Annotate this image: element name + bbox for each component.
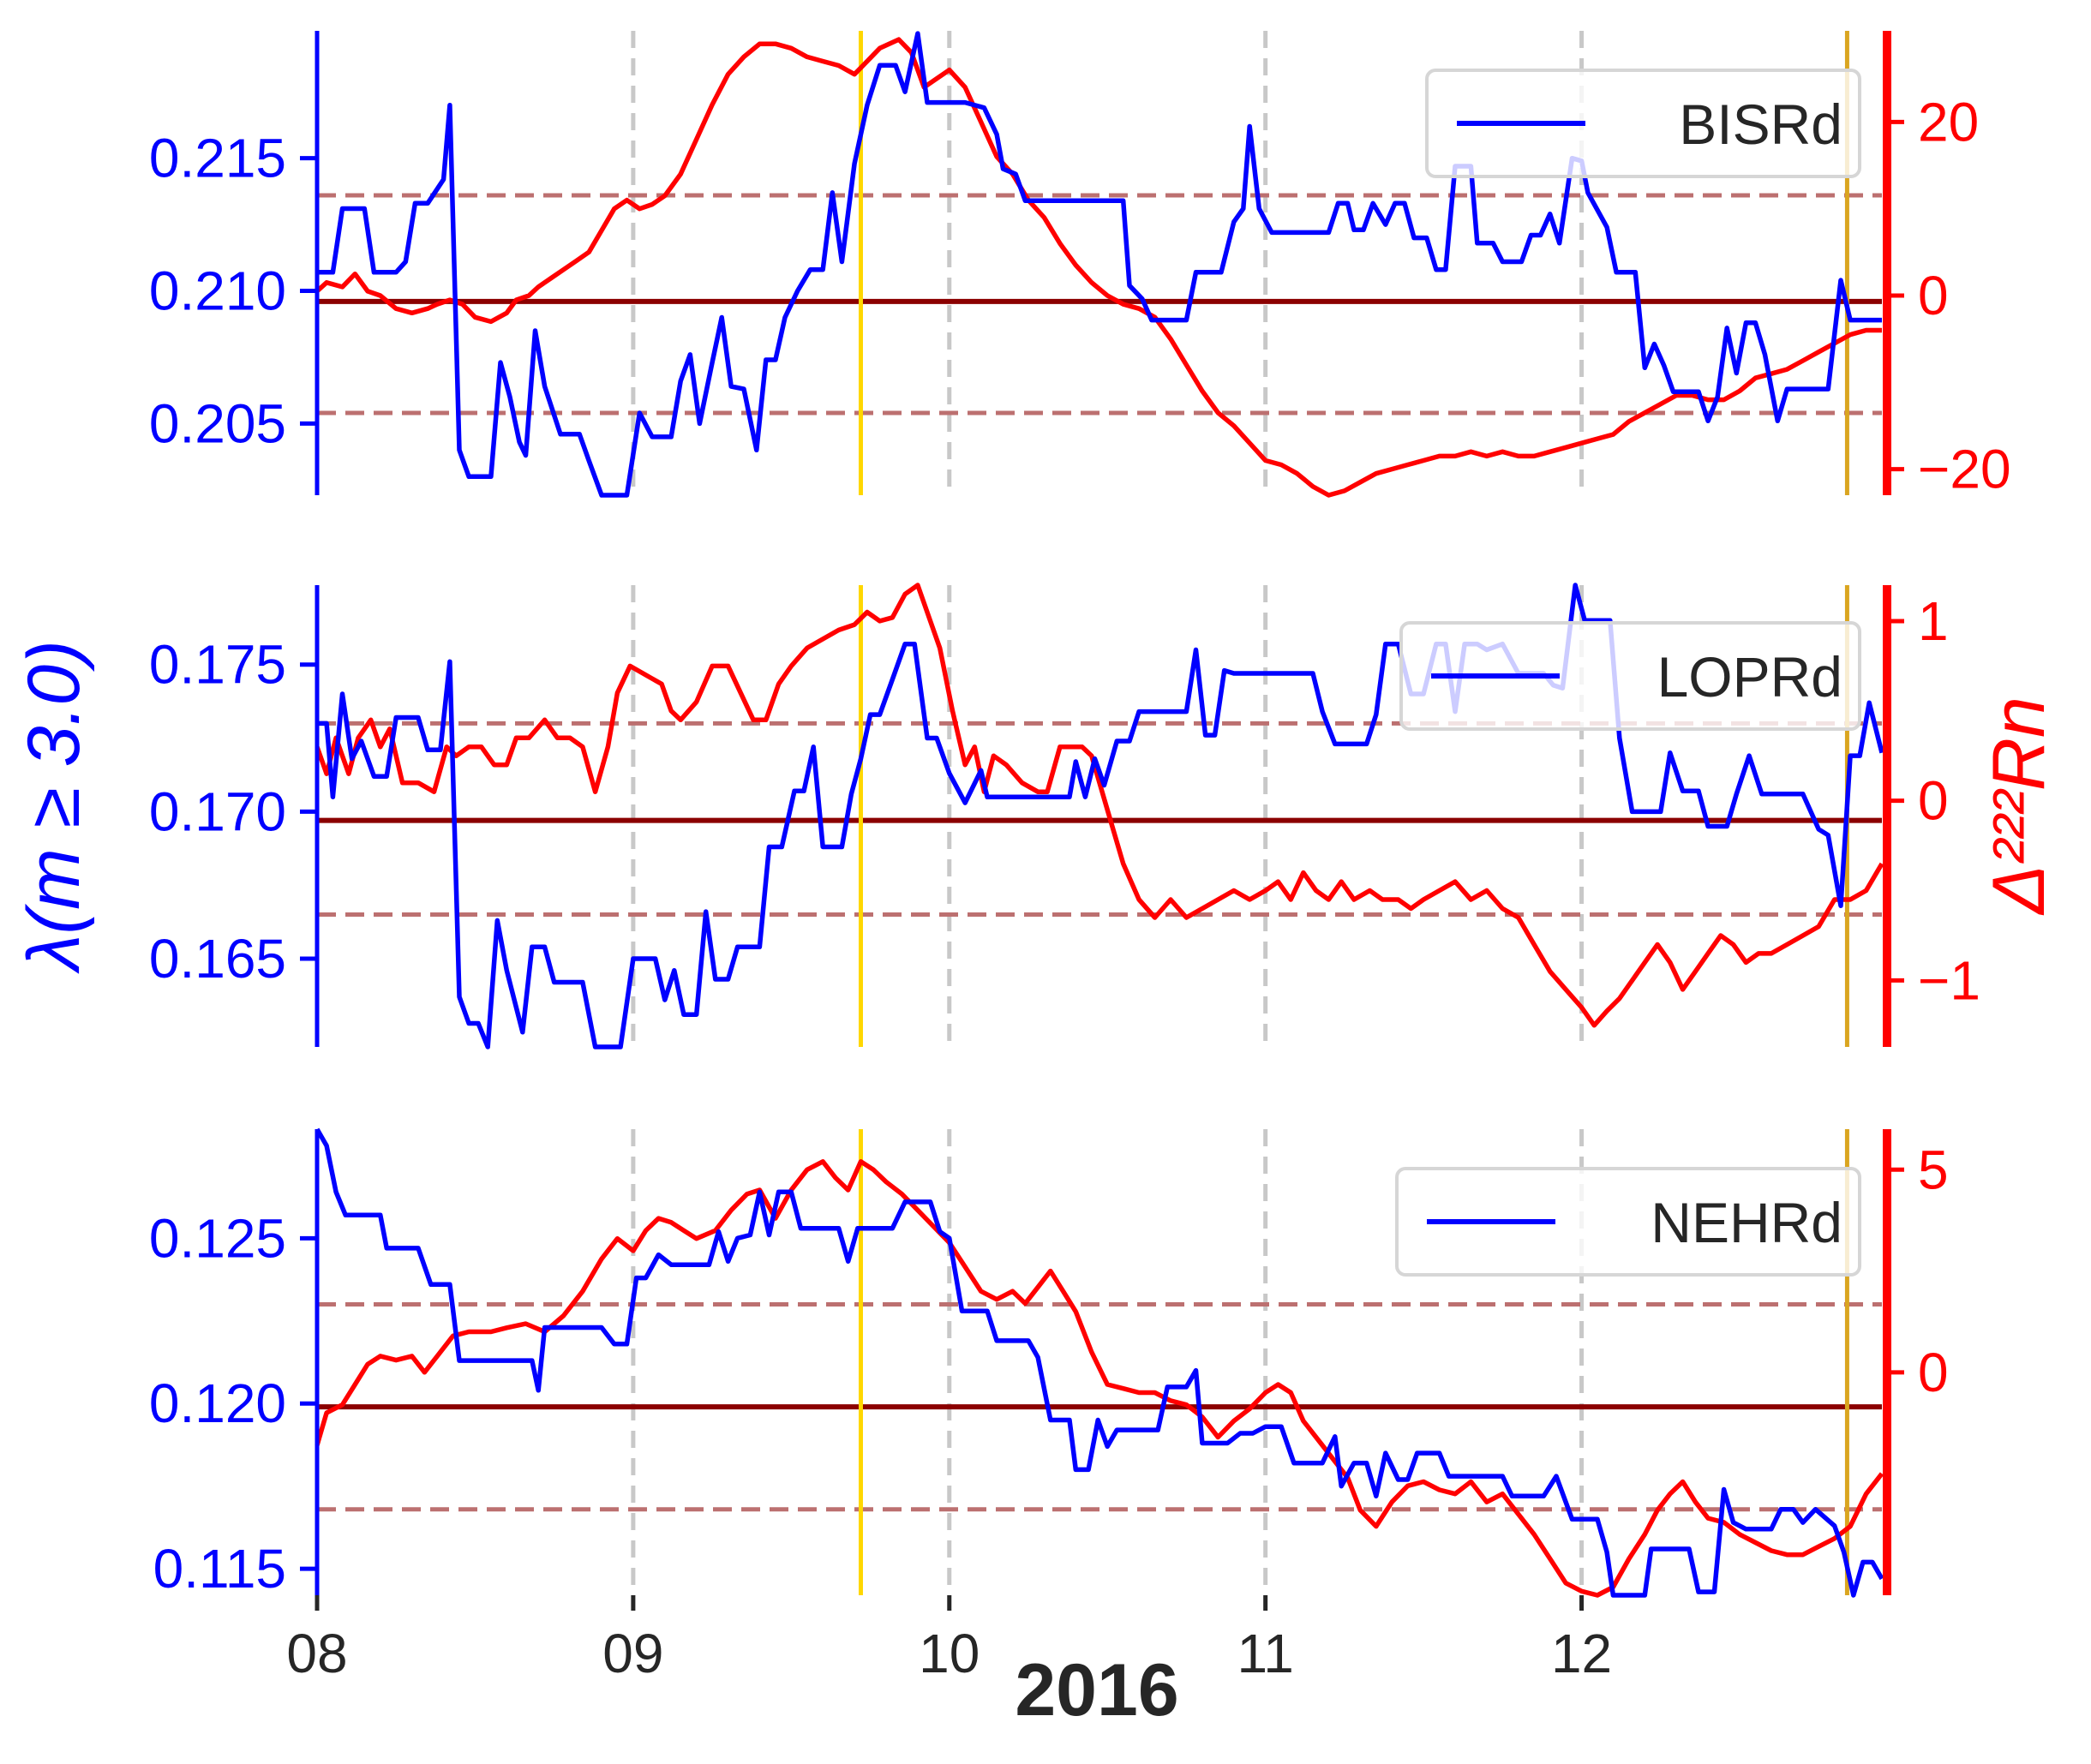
left-tick-label: 0.210: [149, 260, 286, 322]
right-tick-label: 0: [1918, 265, 1949, 326]
legend-label: LOPRd: [1657, 645, 1842, 709]
lambda-series-line: [317, 31, 1882, 498]
x-axis-title: 2016: [1015, 1649, 1178, 1731]
radon-series-line: [315, 583, 1884, 1028]
x-tick-label: 08: [286, 1623, 347, 1684]
radon-series-line: [315, 1159, 1884, 1598]
x-tick-label: 12: [1551, 1623, 1612, 1684]
left-tick-label: 0.215: [149, 128, 286, 189]
y-axis-title-left: λ(m ≥ 3.0): [13, 640, 95, 974]
left-tick-label: 0.120: [149, 1372, 286, 1434]
legend-box: [1425, 69, 1861, 178]
panel-bisrd: 0.205 0.210 0.215 20 0 −20 BISRd: [149, 31, 2011, 500]
left-tick-label: 0.175: [149, 634, 286, 696]
right-tick-label: 0: [1918, 1342, 1949, 1403]
x-axis: 08 09 10 11 12: [286, 1595, 1612, 1684]
x-tick-label: 11: [1237, 1623, 1293, 1684]
x-tick-label: 09: [602, 1623, 663, 1684]
left-tick-label: 0.115: [153, 1538, 286, 1600]
y-axis-title-right: Δ²²²Rn: [1978, 697, 2060, 916]
left-tick-label: 0.205: [149, 392, 286, 454]
panel-nehrd: 0.115 0.120 0.125 5 0 NEHRd: [149, 1127, 1949, 1600]
right-tick-label: −1: [1918, 949, 1980, 1011]
legend-box: [1399, 621, 1861, 731]
left-tick-label: 0.165: [149, 928, 286, 990]
right-tick-label: 20: [1918, 91, 1979, 152]
legend-label: NEHRd: [1651, 1191, 1842, 1254]
right-tick-label: 5: [1918, 1139, 1949, 1200]
lambda-series-line: [315, 1127, 1884, 1598]
legend-box: [1395, 1167, 1861, 1277]
left-tick-label: 0.170: [149, 780, 286, 842]
right-tick-label: 1: [1918, 590, 1949, 652]
panel-loprd: 0.165 0.170 0.175 1 0 −1 LOPRd: [149, 583, 1980, 1049]
legend-label: BISRd: [1679, 93, 1842, 156]
left-tick-label: 0.125: [149, 1207, 286, 1269]
plot-root: 0.205 0.210 0.215 20 0 −20 BISRd 0.165 0.170 0.17…: [149, 31, 2011, 1684]
x-tick-label: 10: [919, 1623, 980, 1684]
radon-series-line: [315, 37, 1882, 498]
right-tick-label: 0: [1918, 770, 1949, 832]
right-tick-label: −20: [1918, 439, 2011, 500]
